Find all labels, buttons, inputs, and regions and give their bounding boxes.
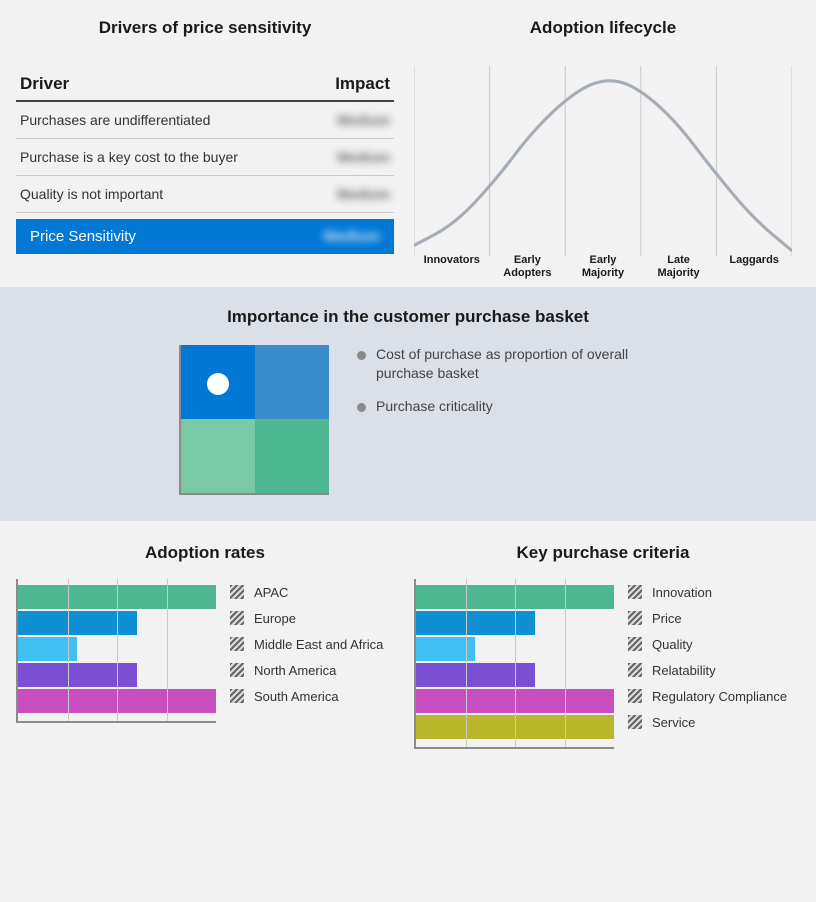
bar-legend-label: Middle East and Africa [254,637,383,652]
driver-row: Purchase is a key cost to the buyer Mediu… [16,139,394,176]
bar-legend-label: Regulatory Compliance [652,689,787,704]
quad-legend-label: Cost of purchase as proportion of overal… [376,345,637,383]
bar [18,585,216,609]
bottom-row: Adoption rates APAC Europe Middle East and… [0,521,816,777]
hatch-swatch-icon [230,611,244,625]
bar-legend-item: Service [628,709,787,735]
hatch-swatch-icon [628,611,642,625]
bar-legend-label: Price [652,611,682,626]
bar-legend-item: Innovation [628,579,787,605]
hatch-swatch-icon [628,715,642,729]
bar-legend-item: Regulatory Compliance [628,683,787,709]
quad-row: Cost of purchase as proportion of overal… [16,345,800,495]
bar [416,585,614,609]
total-label: Price Sensitivity [30,228,136,245]
driver-impact: Medium [337,186,390,202]
th-driver: Driver [20,74,69,94]
page-root: Drivers of price sensitivity Driver Impa… [0,0,816,777]
quad-legend-label: Purchase criticality [376,397,493,416]
hatch-swatch-icon [230,637,244,651]
bar [416,715,614,739]
bar-legend-label: North America [254,663,336,678]
adoption-legend: APAC Europe Middle East and Africa North Am… [230,579,383,723]
lifecycle-labels: InnovatorsEarlyAdoptersEarlyMajorityLate… [414,254,792,279]
bar-legend-item: North America [230,657,383,683]
hatch-swatch-icon [230,585,244,599]
bullet-icon [357,351,366,360]
bar [416,689,614,713]
drivers-table: Driver Impact Purchases are undifferenti… [16,68,394,254]
bar-legend-label: Quality [652,637,692,652]
adoption-chart: APAC Europe Middle East and Africa North Am… [16,579,394,723]
lifecycle-segment-label: LateMajority [641,254,717,279]
drivers-panel: Drivers of price sensitivity Driver Impa… [16,18,394,279]
bullet-icon [357,403,366,412]
driver-row: Quality is not important Medium [16,176,394,213]
adoption-panel: Adoption rates APAC Europe Middle East and… [16,543,394,749]
lifecycle-chart: InnovatorsEarlyAdoptersEarlyMajorityLate… [414,66,792,279]
quad-bottom-left [181,419,255,493]
th-impact: Impact [335,74,390,94]
criteria-panel: Key purchase criteria Innovation Price Qua… [414,543,792,749]
bar-legend-item: Middle East and Africa [230,631,383,657]
basket-title: Importance in the customer purchase bask… [16,307,800,327]
bar [18,663,137,687]
bar [18,637,77,661]
quad-legend-item: Purchase criticality [357,397,637,416]
lifecycle-title: Adoption lifecycle [414,18,792,38]
quad-legend-item: Cost of purchase as proportion of overal… [357,345,637,383]
adoption-title: Adoption rates [16,543,394,563]
bar-legend-label: Relatability [652,663,716,678]
drivers-total-row: Price Sensitivity Medium [16,219,394,254]
bar [18,611,137,635]
driver-label: Purchase is a key cost to the buyer [20,149,238,165]
bar-legend-item: Quality [628,631,787,657]
lifecycle-segment-label: Innovators [414,254,490,279]
bar-legend-label: Innovation [652,585,712,600]
hatch-swatch-icon [230,663,244,677]
hatch-swatch-icon [230,689,244,703]
bar [416,611,535,635]
drivers-table-head: Driver Impact [16,68,394,102]
criteria-legend: Innovation Price Quality Relatability Regula… [628,579,787,749]
bar [416,663,535,687]
bar-legend-label: Europe [254,611,296,626]
bar [18,689,216,713]
bar [416,637,475,661]
total-value: Medium [323,228,380,245]
lifecycle-svg [414,66,792,256]
bar-legend-item: Europe [230,605,383,631]
hatch-swatch-icon [628,689,642,703]
bar-legend-label: Service [652,715,695,730]
quad-legend: Cost of purchase as proportion of overal… [357,345,637,430]
bar-legend-item: Price [628,605,787,631]
driver-row: Purchases are undifferentiated Medium [16,102,394,139]
criteria-chart: Innovation Price Quality Relatability Regula… [414,579,792,749]
lifecycle-segment-label: EarlyMajority [565,254,641,279]
top-row: Drivers of price sensitivity Driver Impa… [0,0,816,287]
quadrant-chart [179,345,329,495]
lifecycle-segment-label: EarlyAdopters [490,254,566,279]
bar-legend-label: South America [254,689,339,704]
quad-bottom-right [255,419,329,493]
hatch-swatch-icon [628,637,642,651]
bar-legend-item: APAC [230,579,383,605]
bar-legend-item: Relatability [628,657,787,683]
drivers-title: Drivers of price sensitivity [16,18,394,38]
quad-top-right [255,345,329,419]
hatch-swatch-icon [628,663,642,677]
lifecycle-panel: Adoption lifecycle InnovatorsEarlyAdopte… [414,18,792,279]
driver-label: Purchases are undifferentiated [20,112,210,128]
bar-legend-item: South America [230,683,383,709]
driver-impact: Medium [337,112,390,128]
adoption-bars [16,579,216,723]
criteria-bars [414,579,614,749]
bar-legend-label: APAC [254,585,288,600]
driver-label: Quality is not important [20,186,163,202]
lifecycle-segment-label: Laggards [716,254,792,279]
driver-impact: Medium [337,149,390,165]
hatch-swatch-icon [628,585,642,599]
criteria-title: Key purchase criteria [414,543,792,563]
middle-band: Importance in the customer purchase bask… [0,287,816,521]
